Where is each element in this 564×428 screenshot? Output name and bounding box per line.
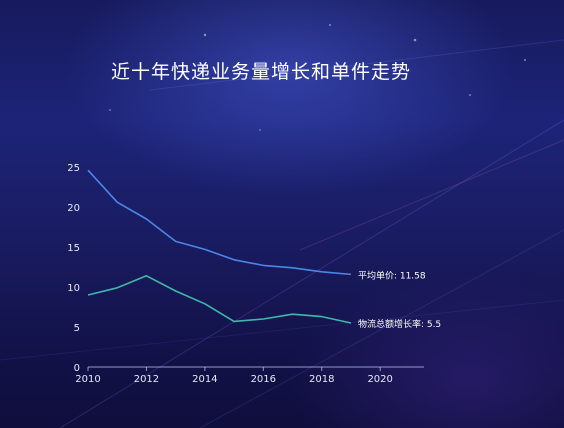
y-tick-label: 0: [74, 363, 80, 374]
y-tick-label: 25: [67, 163, 80, 174]
x-tick-label: 2014: [192, 374, 217, 385]
series-end-label: 物流总额增长率: 5.5: [358, 318, 441, 330]
series-line-0: [87, 169, 352, 276]
x-tick-label: 2016: [251, 374, 276, 385]
chart-title: 近十年快递业务量增长和单件走势: [110, 61, 411, 83]
x-tick-label: 2010: [75, 374, 100, 385]
x-tick-label: 2020: [367, 374, 392, 385]
series-line-1: [87, 274, 352, 324]
x-tick-label: 2018: [309, 374, 334, 385]
x-tick-label: 2012: [134, 374, 159, 385]
y-tick-label: 20: [67, 203, 80, 214]
series-end-label: 平均单价: 11.58: [358, 269, 426, 281]
y-tick-label: 10: [67, 283, 80, 294]
y-tick-label: 15: [67, 243, 80, 254]
y-tick-label: 5: [74, 323, 80, 334]
